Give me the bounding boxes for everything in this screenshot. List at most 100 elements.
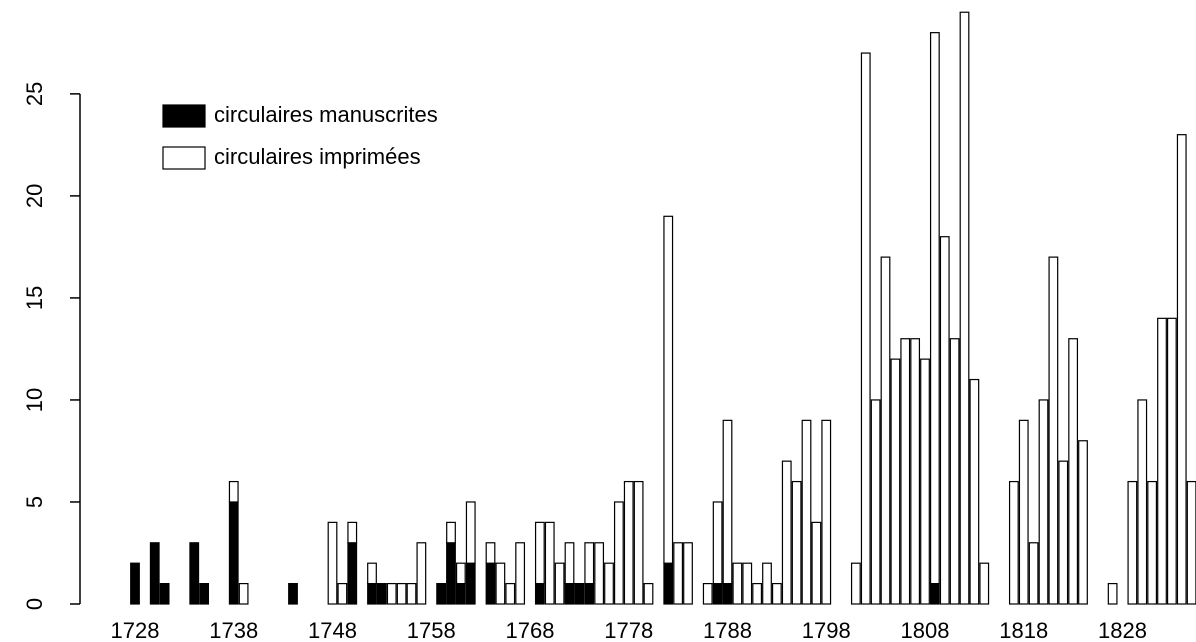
bar-segment [367,562,377,585]
bar-segment [949,338,960,605]
y-tick-label: 0 [22,598,47,610]
bar-segment [643,582,654,605]
bar-segment [1147,480,1158,605]
bar-segment [712,501,723,585]
y-tick-label: 10 [22,388,47,412]
bar-segment [850,562,861,605]
x-tick-label: 1738 [209,618,258,642]
legend-label: circulaires manuscrites [214,102,438,127]
bar-segment [1166,317,1177,605]
legend-swatch [162,104,206,128]
bar-segment [386,582,397,605]
bar-segment [1048,256,1059,605]
bar-segment [762,562,772,605]
bar-segment [1127,480,1138,605]
y-tick-label: 5 [22,496,47,508]
bar-segment [495,562,506,605]
bar-segment [1008,480,1019,605]
bar-segment [663,562,674,605]
bar-segment [791,480,802,605]
bar-segment [446,542,456,605]
bar-segment [604,562,614,605]
bar-segment [1157,317,1167,605]
bar-segment [574,582,585,605]
bar-segment [633,480,644,605]
bar-segment [1078,440,1088,605]
bar-segment [1068,338,1079,605]
bar-segment [534,582,545,605]
x-tick-label: 1758 [407,618,456,642]
bar-segment [920,358,930,605]
bar-segment [890,358,901,605]
bar-segment [702,582,713,605]
bar-segment [416,542,427,605]
bar-segment [436,582,447,605]
bar-segment [446,521,456,544]
bar-segment [1018,419,1029,605]
bar-segment [801,419,812,605]
bar-segment [771,582,782,605]
bar-segment [663,215,674,564]
bar-segment [149,542,160,605]
bar-segment [189,542,200,605]
bar-segment [969,378,980,605]
bar-segment [939,236,950,605]
bar-segment [584,582,595,605]
bar-segment [722,582,733,605]
bar-segment [485,542,496,564]
bar-segment [722,419,733,585]
bar-segment [1058,460,1069,605]
bar-segment [1107,582,1118,605]
legend-label: circulaires imprimées [214,144,421,169]
bar-segment [327,521,338,605]
bar-segment [564,542,575,585]
bar-segment [742,562,753,605]
bar-segment [732,562,743,605]
bar-segment [554,562,565,605]
x-tick-label: 1798 [802,618,851,642]
bar-segment [860,52,871,605]
bar-segment [534,521,545,585]
bar-segment [613,501,624,605]
y-tick-label: 20 [22,184,47,208]
bar-segment [811,521,822,605]
bar-segment [367,582,377,605]
bar-segment [485,562,496,605]
bar-segment [564,582,575,605]
y-tick-label: 15 [22,286,47,310]
bar-segment [288,582,298,605]
bar-segment [455,562,466,585]
bar-segment [376,582,387,605]
bar-segment [880,256,891,605]
bar-segment [505,582,516,605]
bar-segment [455,582,466,605]
bar-segment [465,501,476,564]
bar-segment [199,582,210,605]
bar-segment [1176,134,1187,605]
bar-segment [515,542,526,605]
bar-segment [1038,399,1049,605]
bar-segment [900,338,911,605]
x-tick-label: 1788 [703,618,752,642]
bar-segment [347,542,358,605]
bar-segment [1137,399,1148,605]
x-tick-label: 1748 [308,618,357,642]
bar-segment [870,399,881,605]
bar-segment [712,582,723,605]
bar-segment [238,582,249,605]
bar-segment [594,542,605,605]
y-tick-label: 25 [22,82,47,106]
x-tick-label: 1768 [506,618,555,642]
x-tick-label: 1778 [604,618,653,642]
x-tick-label: 1818 [999,618,1048,642]
bar-segment [406,582,417,605]
bar-segment [1186,480,1196,605]
bar-segment [130,562,140,605]
bar-segment [228,480,239,503]
x-tick-label: 1728 [111,618,160,642]
bar-segment [821,419,832,605]
bar-segment [465,562,476,605]
bar-segment [929,32,940,585]
bar-segment [159,582,170,605]
